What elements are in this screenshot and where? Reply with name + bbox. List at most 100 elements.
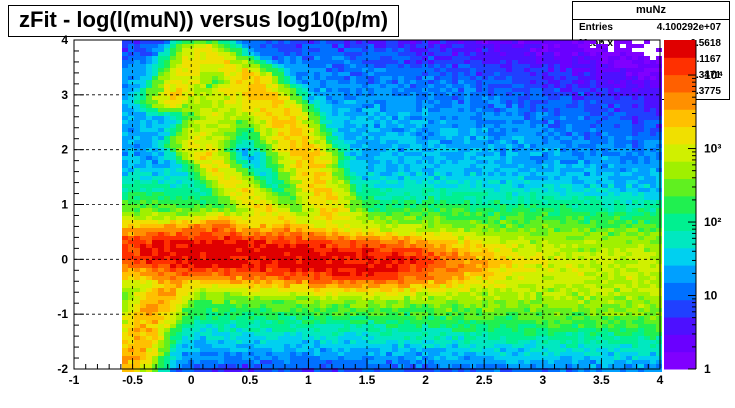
heatmap-cell (434, 68, 440, 72)
heatmap-cell (200, 128, 206, 132)
heatmap-cell (428, 76, 434, 80)
heatmap-cell (242, 160, 248, 164)
heatmap-cell (224, 124, 230, 128)
heatmap-cell (458, 208, 464, 212)
heatmap-cell (128, 108, 134, 112)
heatmap-cell (380, 84, 386, 88)
heatmap-cell (272, 192, 278, 196)
heatmap-cell (230, 252, 236, 256)
heatmap-cell (188, 128, 194, 132)
heatmap-cell (182, 248, 188, 252)
heatmap-cell (470, 168, 476, 172)
heatmap-cell (308, 52, 314, 56)
heatmap-cell (314, 40, 320, 44)
heatmap-cell (446, 44, 452, 48)
heatmap-cell (152, 228, 158, 232)
heatmap-cell (140, 268, 146, 272)
heatmap-cell (326, 176, 332, 180)
heatmap-cell (206, 176, 212, 180)
heatmap-cell (470, 84, 476, 88)
heatmap-cell (428, 200, 434, 204)
heatmap-cell (266, 172, 272, 176)
heatmap-cell (260, 40, 266, 44)
heatmap-cell (410, 100, 416, 104)
heatmap-cell (218, 100, 224, 104)
heatmap-cell (254, 280, 260, 284)
heatmap-cell (398, 232, 404, 236)
heatmap-cell (380, 360, 386, 364)
heatmap-cell (260, 148, 266, 152)
heatmap-cell (200, 88, 206, 92)
heatmap-cell (458, 120, 464, 124)
heatmap-cell (320, 120, 326, 124)
heatmap-cell (314, 216, 320, 220)
heatmap-cell (410, 200, 416, 204)
heatmap-cell (314, 64, 320, 68)
heatmap-cell (386, 248, 392, 252)
heatmap-cell (434, 160, 440, 164)
heatmap-cell (428, 268, 434, 272)
heatmap-cell (338, 104, 344, 108)
heatmap-cell (218, 320, 224, 324)
heatmap-cell (290, 148, 296, 152)
heatmap-cell (146, 280, 152, 284)
heatmap-cell (248, 256, 254, 260)
heatmap-cell (284, 156, 290, 160)
heatmap-cell (164, 136, 170, 140)
heatmap-cell (158, 244, 164, 248)
heatmap-cell (296, 344, 302, 348)
heatmap-cell (344, 368, 350, 372)
heatmap-cell (164, 92, 170, 96)
heatmap-cell (404, 108, 410, 112)
heatmap-cell (290, 204, 296, 208)
heatmap-cell (152, 144, 158, 148)
heatmap-cell (392, 284, 398, 288)
heatmap-cell (182, 104, 188, 108)
heatmap-cell (272, 60, 278, 64)
heatmap-cell (140, 228, 146, 232)
heatmap-cell (278, 244, 284, 248)
heatmap-cell (266, 356, 272, 360)
heatmap-cell (350, 304, 356, 308)
heatmap-cell (374, 348, 380, 352)
heatmap-cell (350, 276, 356, 280)
heatmap-cell (194, 180, 200, 184)
heatmap-cell (290, 220, 296, 224)
heatmap-cell (440, 296, 446, 300)
heatmap-cell (212, 160, 218, 164)
heatmap-cell (470, 160, 476, 164)
heatmap-cell (272, 228, 278, 232)
heatmap-cell (128, 368, 134, 372)
heatmap-cell (380, 132, 386, 136)
heatmap-cell (398, 96, 404, 100)
heatmap-cell (338, 308, 344, 312)
heatmap-cell (290, 260, 296, 264)
heatmap-cell (356, 252, 362, 256)
heatmap-cell (428, 96, 434, 100)
heatmap-cell (152, 132, 158, 136)
heatmap-cell (176, 104, 182, 108)
heatmap-cell (350, 336, 356, 340)
heatmap-cell (392, 212, 398, 216)
heatmap-cell (230, 56, 236, 60)
heatmap-cell (344, 352, 350, 356)
heatmap-cell (422, 68, 428, 72)
heatmap-cell (302, 136, 308, 140)
heatmap-cell (422, 216, 428, 220)
heatmap-cell (338, 360, 344, 364)
heatmap-cell (362, 92, 368, 96)
heatmap-cell (134, 264, 140, 268)
heatmap-cell (320, 368, 326, 372)
heatmap-cell (434, 64, 440, 68)
heatmap-cell (404, 144, 410, 148)
heatmap-cell (452, 204, 458, 208)
heatmap-cell (308, 56, 314, 60)
heatmap-cell (152, 360, 158, 364)
heatmap-cell (170, 328, 176, 332)
heatmap-cell (146, 272, 152, 276)
heatmap-cell (302, 252, 308, 256)
heatmap-cell (230, 68, 236, 72)
heatmap-cell (380, 76, 386, 80)
heatmap-cell (446, 224, 452, 228)
heatmap-cell (212, 260, 218, 264)
